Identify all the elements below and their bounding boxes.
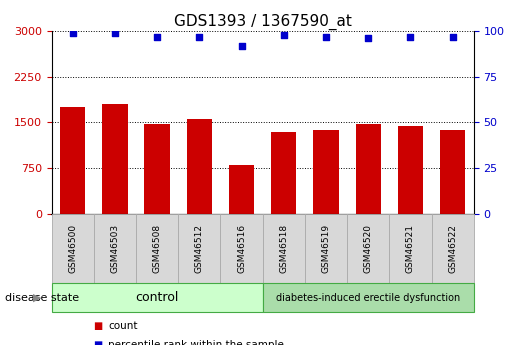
Text: GSM46522: GSM46522 (448, 224, 457, 273)
Text: diabetes-induced erectile dysfunction: diabetes-induced erectile dysfunction (276, 293, 460, 303)
Text: percentile rank within the sample: percentile rank within the sample (108, 340, 284, 345)
Bar (186, 119, 212, 214)
Text: GSM46512: GSM46512 (195, 224, 204, 273)
Bar (355, 124, 381, 214)
Bar (271, 132, 297, 214)
Bar (60, 107, 85, 214)
Text: disease state: disease state (5, 293, 79, 303)
Bar (229, 165, 254, 214)
Bar (440, 130, 466, 214)
Point (322, 34, 330, 39)
Point (406, 34, 415, 39)
Text: ■: ■ (93, 340, 102, 345)
Point (237, 43, 246, 48)
Point (449, 34, 457, 39)
Text: ■: ■ (93, 321, 102, 331)
Text: control: control (135, 291, 179, 304)
Text: GSM46500: GSM46500 (68, 224, 77, 273)
Title: GDS1393 / 1367590_at: GDS1393 / 1367590_at (174, 13, 352, 30)
Bar (313, 130, 339, 214)
Text: GSM46508: GSM46508 (152, 224, 162, 273)
Text: GSM46519: GSM46519 (321, 224, 331, 273)
Point (153, 34, 161, 39)
Text: count: count (108, 321, 138, 331)
Bar (144, 124, 170, 214)
Text: GSM46516: GSM46516 (237, 224, 246, 273)
Point (364, 36, 372, 41)
Text: GSM46503: GSM46503 (110, 224, 119, 273)
Text: GSM46520: GSM46520 (364, 224, 373, 273)
Bar (102, 104, 128, 214)
Text: GSM46521: GSM46521 (406, 224, 415, 273)
Point (68, 30, 77, 36)
Point (111, 30, 119, 36)
Bar (398, 126, 423, 214)
Point (195, 34, 203, 39)
Text: GSM46518: GSM46518 (279, 224, 288, 273)
Point (280, 32, 288, 38)
Text: ▶: ▶ (32, 293, 41, 303)
